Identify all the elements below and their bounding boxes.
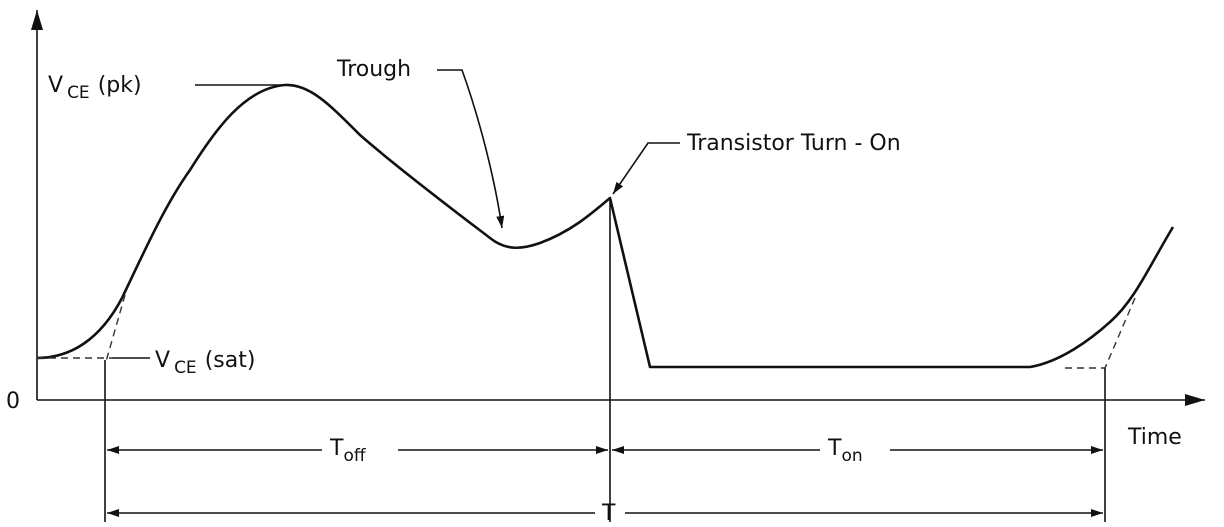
leader [437, 69, 505, 229]
vce-sat-label: V CE (sat) [155, 348, 255, 378]
rise-dash-right [1104, 297, 1136, 369]
vce-waveform [36, 83, 1175, 369]
period-label: T [601, 501, 616, 526]
t-on-label: Ton [827, 436, 863, 466]
origin-label: 0 [6, 389, 20, 414]
rise-dash [104, 294, 126, 366]
trough-label: Trough [336, 57, 411, 82]
leader [612, 142, 680, 195]
t-off-label: Toff [329, 436, 367, 466]
time-label: Time [1127, 425, 1182, 450]
vce-pk-label: V CE (pk) [48, 73, 142, 103]
turn-on-label: Transistor Turn - On [686, 131, 901, 156]
